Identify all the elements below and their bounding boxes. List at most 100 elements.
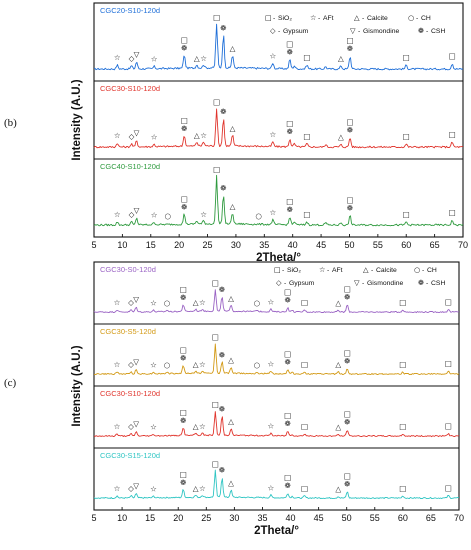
x-tick-label: 30 <box>231 240 241 250</box>
y-axis-title: Intensity (A.U.) <box>71 345 83 426</box>
legend-dash: - <box>273 15 275 22</box>
legend-symbol: ❁ <box>418 26 424 35</box>
peak-marker: ◇ <box>129 54 135 63</box>
peak-marker: △ <box>335 360 341 369</box>
peak-marker: ☆ <box>151 55 158 64</box>
x-axis-title: 2Theta/° <box>256 252 301 264</box>
peak-marker: ▽ <box>133 482 139 491</box>
peak-marker: ▽ <box>133 295 139 304</box>
peak-marker: ◇ <box>129 210 135 219</box>
x-tick-label: 60 <box>401 240 411 250</box>
x-tick-label: 5 <box>91 240 96 250</box>
series-line <box>93 174 464 227</box>
x-tick-label: 65 <box>426 513 436 523</box>
peak-marker: ☆ <box>268 297 275 306</box>
series-line <box>93 469 459 500</box>
peak-marker: △ <box>228 479 234 488</box>
x-tick-label: 25 <box>203 240 213 250</box>
peak-marker: △ <box>335 422 341 431</box>
peak-marker: ○ <box>254 360 261 369</box>
xrd-panel-b: 5 10 15 20 25 30 35 40 45 50 55 60 65 70 2Theta/° Inten… <box>4 2 468 264</box>
peak-marker: △ <box>228 356 234 365</box>
legend-symbol: ▽ <box>354 278 360 287</box>
peak-marker: □ <box>346 117 353 126</box>
peak-marker: ❁ <box>180 353 186 362</box>
legend-symbol: □ <box>265 13 272 22</box>
peak-marker: ❁ <box>220 23 226 32</box>
series-label: CGC30-S10-120d <box>100 84 160 93</box>
x-tick-label: 70 <box>454 513 464 523</box>
legend-symbol: □ <box>274 265 281 274</box>
x-tick-label: 45 <box>316 240 326 250</box>
peak-marker: ☆ <box>150 298 157 307</box>
peak-marker: ❁ <box>219 285 225 294</box>
legend-dash: - <box>362 280 364 287</box>
peak-marker: △ <box>338 133 344 142</box>
peak-marker: △ <box>230 202 236 211</box>
peak-marker: □ <box>180 285 187 294</box>
series-label: CGC20-S10-120d <box>100 6 160 15</box>
plot-frame <box>93 2 464 238</box>
peak-marker: □ <box>399 298 406 307</box>
legend-symbol: ▽ <box>350 26 356 35</box>
peak-marker: ☆ <box>268 483 275 492</box>
peak-marker: □ <box>303 210 310 219</box>
legend-dash: - <box>416 15 418 22</box>
peak-marker: □ <box>399 360 406 369</box>
peak-marker: ◇ <box>129 132 135 141</box>
legend: □ - SiO₂ ☆ - AFt △ - Calcite ○ - CH◇ - Gypsum ▽ - Gismon… <box>274 265 445 287</box>
legend-dash: - <box>318 15 320 22</box>
peak-marker: ☆ <box>151 211 158 220</box>
series-label: CGC30-S0-120d <box>100 265 156 274</box>
peak-marker: □ <box>449 51 456 60</box>
peak-marker: ○ <box>254 298 261 307</box>
peak-marker: ❁ <box>180 478 186 487</box>
peak-marker: □ <box>346 36 353 45</box>
peak-marker: □ <box>344 285 351 294</box>
peak-marker: ❁ <box>180 293 186 302</box>
legend-dash: - <box>327 267 329 274</box>
peak-marker: ◇ <box>128 298 134 307</box>
peak-marker: □ <box>445 483 452 492</box>
peak-marker: □ <box>284 288 291 297</box>
legend-symbol: ○ <box>408 13 414 22</box>
legend-symbol: △ <box>354 13 360 22</box>
peak-marker: □ <box>284 473 291 482</box>
peak-marker: □ <box>181 195 188 204</box>
peak-marker: ❁ <box>180 416 186 425</box>
peak-marker: ○ <box>165 211 172 220</box>
peak-marker: □ <box>301 484 308 493</box>
legend-entry: Gypsum <box>283 28 309 35</box>
peak-marker: □ <box>284 350 291 359</box>
peak-marker: ❁ <box>347 44 353 53</box>
peak-marker: □ <box>213 13 220 22</box>
peak-marker: □ <box>213 97 220 106</box>
peak-marker: □ <box>403 53 410 62</box>
legend-entry: CSH <box>431 280 445 287</box>
legend-dash: - <box>426 280 428 287</box>
y-axis-title: Intensity (A.U.) <box>71 79 83 160</box>
legend-entry: SiO₂ <box>278 15 292 22</box>
peak-marker: △ <box>194 131 200 140</box>
peak-marker: □ <box>301 298 308 307</box>
peak-marker: ☆ <box>114 131 121 140</box>
legend-entry: Calcite <box>367 15 388 22</box>
x-tick-label: 65 <box>430 240 440 250</box>
peak-marker: ❁ <box>344 357 350 366</box>
peak-marker: ☆ <box>269 130 276 139</box>
x-tick-label: 35 <box>259 240 269 250</box>
legend-dash: - <box>282 267 284 274</box>
peak-marker: □ <box>344 349 351 358</box>
peak-marker: □ <box>213 165 220 174</box>
legend-symbol: ◇ <box>276 278 282 287</box>
peak-marker: □ <box>449 208 456 217</box>
peak-marker: ◇ <box>128 484 134 493</box>
peak-marker: □ <box>212 333 219 342</box>
peak-marker: ❁ <box>181 124 187 133</box>
series-label: CGC30-S10-120d <box>100 389 160 398</box>
peak-marker: ☆ <box>268 421 275 430</box>
legend-symbol: ◇ <box>270 26 276 35</box>
peak-marker: ☆ <box>150 484 157 493</box>
peak-marker: □ <box>212 279 219 288</box>
peak-marker: △ <box>193 484 199 493</box>
